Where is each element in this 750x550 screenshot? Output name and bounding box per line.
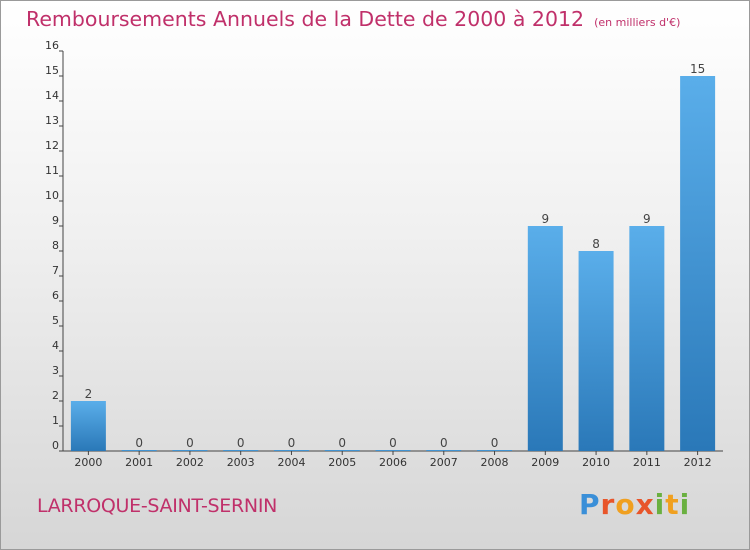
title-row: Remboursements Annuels de la Dette de 20… bbox=[26, 7, 680, 31]
y-tick-label: 2 bbox=[52, 389, 59, 402]
bar-2006 bbox=[375, 450, 411, 451]
y-tick-label: 0 bbox=[52, 439, 59, 452]
y-tick-label: 16 bbox=[45, 39, 59, 52]
x-tick-label: 2005 bbox=[328, 456, 356, 469]
chart-subtitle: (en milliers d'€) bbox=[594, 16, 681, 29]
bar-2010 bbox=[578, 251, 614, 451]
x-tick-label: 2012 bbox=[684, 456, 712, 469]
x-tick-label: 2001 bbox=[125, 456, 153, 469]
data-label: 2 bbox=[85, 387, 93, 401]
data-label: 0 bbox=[338, 436, 346, 450]
y-tick-label: 11 bbox=[45, 164, 59, 177]
y-tick-label: 12 bbox=[45, 139, 59, 152]
x-tick-label: 2007 bbox=[430, 456, 458, 469]
bar-2008 bbox=[477, 450, 513, 451]
data-label: 0 bbox=[288, 436, 296, 450]
chart-title: Remboursements Annuels de la Dette de 20… bbox=[26, 7, 585, 31]
bar-2009 bbox=[527, 226, 563, 451]
bar-2011 bbox=[629, 226, 665, 451]
y-tick-label: 9 bbox=[52, 214, 59, 227]
x-tick-label: 2004 bbox=[277, 456, 305, 469]
bar-2002 bbox=[172, 450, 208, 451]
bar-2001 bbox=[121, 450, 157, 451]
bars bbox=[70, 76, 716, 451]
y-tick-label: 5 bbox=[52, 314, 59, 327]
data-label: 0 bbox=[135, 436, 143, 450]
y-tick-label: 15 bbox=[45, 64, 59, 77]
bar-2005 bbox=[324, 450, 360, 451]
data-label: 9 bbox=[541, 212, 549, 226]
data-label: 0 bbox=[440, 436, 448, 450]
labels: 2000 2 2001 0 2002 0 2003 0 2004 0 2005 0 2006 0 2007 0… bbox=[74, 62, 711, 469]
data-label: 0 bbox=[389, 436, 397, 450]
y-tick-label: 14 bbox=[45, 89, 59, 102]
y-tick-label: 6 bbox=[52, 289, 59, 302]
bar-2003 bbox=[223, 450, 259, 451]
data-label: 0 bbox=[491, 436, 499, 450]
x-tick-label: 2009 bbox=[531, 456, 559, 469]
x-tick-label: 2008 bbox=[481, 456, 509, 469]
x-tick-label: 2011 bbox=[633, 456, 661, 469]
y-tick-label: 13 bbox=[45, 114, 59, 127]
x-tick-label: 2010 bbox=[582, 456, 610, 469]
y-tick-label: 10 bbox=[45, 189, 59, 202]
x-tick-label: 2000 bbox=[74, 456, 102, 469]
proxiti-logo: Proxiti bbox=[579, 488, 691, 521]
bar-2012 bbox=[680, 76, 716, 451]
x-tick-label: 2003 bbox=[227, 456, 255, 469]
data-label: 0 bbox=[186, 436, 194, 450]
bar-2007 bbox=[426, 450, 462, 451]
bar-2004 bbox=[273, 450, 309, 451]
bar-2000 bbox=[70, 401, 106, 451]
x-tick-label: 2002 bbox=[176, 456, 204, 469]
commune-name: LARROQUE-SAINT-SERNIN bbox=[37, 495, 278, 517]
data-label: 0 bbox=[237, 436, 245, 450]
y-tick-label: 1 bbox=[52, 414, 59, 427]
y-tick-label: 8 bbox=[52, 239, 59, 252]
x-tick-label: 2006 bbox=[379, 456, 407, 469]
y-tick-label: 4 bbox=[52, 339, 59, 352]
data-label: 8 bbox=[592, 237, 600, 251]
data-label: 15 bbox=[690, 62, 705, 76]
y-tick-label: 3 bbox=[52, 364, 59, 377]
data-label: 9 bbox=[643, 212, 651, 226]
y-tick-label: 7 bbox=[52, 264, 59, 277]
